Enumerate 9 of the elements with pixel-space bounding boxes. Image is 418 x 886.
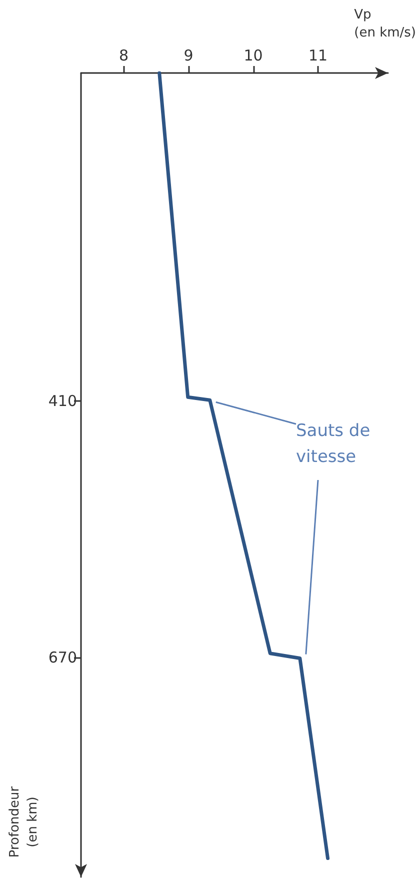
y-tick-label: 670 — [48, 648, 77, 666]
y-tick-label: 410 — [48, 392, 77, 410]
x-axis-title: Vp (en km/s) — [354, 8, 416, 40]
x-tick-label: 10 — [244, 46, 263, 64]
y-axis-title: Profondeur (en km) — [8, 786, 40, 858]
x-tick-label: 9 — [184, 46, 194, 64]
annotation: Sauts de vitesse — [296, 421, 376, 467]
x-tick-label: 8 — [118, 46, 129, 64]
x-tick-label: 11 — [308, 46, 328, 64]
